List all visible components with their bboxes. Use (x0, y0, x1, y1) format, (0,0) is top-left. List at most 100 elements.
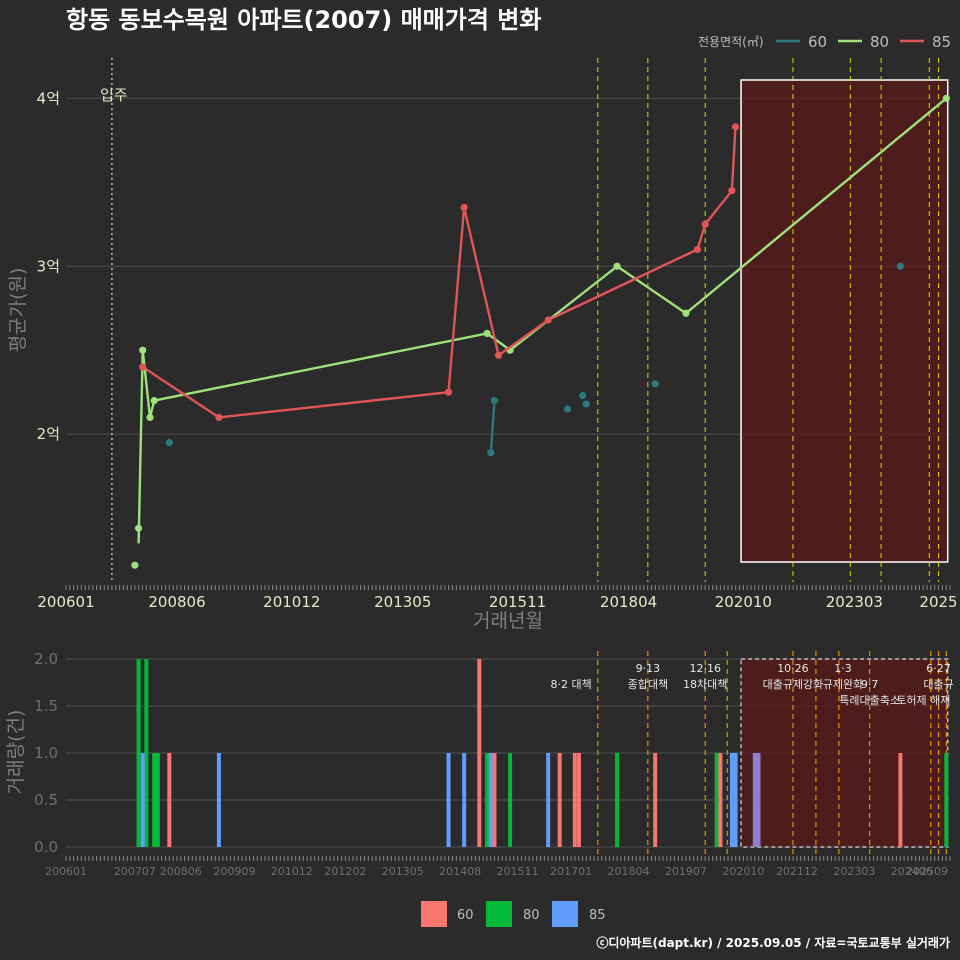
legend-label-60: 60 (808, 33, 827, 51)
price-x-tick-label: 202303 (826, 593, 883, 611)
legend-title: 전용면적(㎡) (698, 35, 764, 49)
volume-y-tick-label: 1.0 (34, 744, 58, 762)
volume-y-tick-label: 0.0 (34, 838, 58, 856)
volume-bar-mix (756, 753, 761, 847)
volume-bar-80 (508, 753, 513, 847)
volume-bar-60 (557, 753, 562, 847)
data-point-60 (165, 439, 173, 447)
volume-bar-85 (733, 753, 738, 847)
volume-bar-85 (462, 753, 467, 847)
legend-label-80: 80 (870, 33, 889, 51)
line-legend: 전용면적(㎡) 60 80 85 (698, 33, 951, 51)
data-point-85 (693, 245, 702, 254)
volume-bar-60 (653, 753, 658, 847)
volume-x-tick-label: 201701 (550, 865, 592, 878)
data-point-85 (460, 203, 468, 212)
volume-bar-85 (488, 753, 493, 847)
volume-bar-60 (572, 753, 577, 847)
volume-x-tick-label: 200806 (160, 865, 202, 878)
bar-legend-swatch-60 (421, 901, 447, 927)
volume-highlight-box (740, 658, 949, 848)
volume-bar-80 (136, 659, 141, 847)
data-point-60 (896, 262, 905, 270)
volume-bar-80 (714, 753, 719, 847)
volume-bar-80 (944, 753, 949, 847)
volume-chart-highlight (740, 658, 949, 848)
volume-x-tick-label: 202303 (833, 865, 875, 878)
volume-bar-60 (167, 753, 172, 847)
volume-x-tick-label: 200707 (114, 865, 156, 878)
price-chart-x-axis: 200601 200806 201012 201305 201511 201804 2020… (37, 585, 958, 611)
data-point-80 (134, 524, 143, 532)
data-point-80 (613, 262, 621, 270)
volume-y-axis-title: 거래량(건) (5, 710, 27, 795)
policy-annotation: 토허제 해제 (896, 693, 950, 707)
policy-annotation: 18차대책 (683, 678, 727, 691)
policy-annotation: 대출규제강화 (763, 678, 824, 691)
chart-title: 항동 동보수목원 아파트(2007) 매매가격 변화 (66, 6, 541, 34)
policy-annotation: 10·26 (777, 662, 809, 675)
volume-y-tick-label: 2.0 (34, 650, 58, 668)
data-point-60 (579, 391, 587, 400)
data-point-85 (701, 220, 709, 228)
data-point-80 (150, 397, 158, 405)
bar-legend-swatch-85 (552, 901, 578, 927)
price-x-tick-label: 201804 (600, 593, 657, 611)
data-point-85 (139, 363, 147, 371)
volume-chart-annotations: 8·2 대책 9·13 종합대책 12·16 18차대책 10·26 대출규제강화 1·3 규제… (551, 662, 954, 707)
volume-chart-x-axis: 200601 200707 200806 200909 201012 201202 2013… (45, 856, 951, 878)
footer-credit: ⓒ디아파트(dapt.kr) / 2025.09.05 / 자료=국토교통부 실… (596, 935, 950, 950)
volume-bar-60 (576, 753, 581, 847)
data-point-80 (131, 561, 139, 569)
price-y-tick-label: 2억 (37, 425, 60, 443)
data-point-60 (490, 397, 499, 405)
volume-bar-80 (155, 753, 160, 847)
volume-bar-60 (898, 753, 903, 847)
volume-bar-85 (140, 753, 145, 847)
data-point-85 (494, 351, 503, 359)
volume-y-tick-label: 0.5 (34, 791, 58, 809)
volume-x-tick-label: 200909 (214, 865, 256, 878)
data-point-80 (682, 309, 690, 317)
data-point-85 (544, 316, 552, 324)
price-x-tick-label: 202010 (715, 593, 772, 611)
policy-annotation: 9·13 (636, 662, 661, 675)
volume-bar-85 (216, 753, 221, 847)
volume-x-tick-label: 202406 (891, 865, 933, 878)
legend-label-85: 85 (932, 33, 951, 51)
volume-bar-60 (718, 753, 723, 847)
volume-chart-y-axis: 0.0 0.5 1.0 1.5 2.0 (34, 650, 58, 856)
data-point-80 (139, 346, 147, 354)
volume-x-tick-label: 201202 (324, 865, 366, 878)
volume-x-tick-label: 202509 (906, 865, 948, 878)
policy-annotation: 특례대출축소 (839, 694, 900, 707)
volume-x-tick-label: 201511 (497, 865, 539, 878)
policy-annotation: 9·7 (861, 678, 879, 691)
policy-annotation: 규제완화 (823, 678, 863, 691)
series-line-85 (142, 126, 737, 419)
data-point-85 (215, 413, 223, 422)
volume-bar-85 (729, 753, 734, 847)
volume-x-tick-label: 201408 (439, 865, 481, 878)
bar-legend-label-85: 85 (589, 908, 606, 923)
price-x-tick-label: 201012 (263, 593, 320, 611)
volume-bar-80 (485, 753, 490, 847)
volume-x-tick-label: 201804 (608, 865, 650, 878)
volume-bar-60 (492, 753, 497, 847)
data-point-60 (487, 449, 495, 457)
price-x-tick-label: 201511 (489, 593, 546, 611)
data-point-85 (444, 388, 453, 396)
volume-x-tick-label: 201305 (382, 865, 424, 878)
volume-bar-mix (752, 753, 757, 847)
policy-annotation: 8·2 대책 (551, 678, 592, 691)
price-chart-y-axis: 2억 3억 4억 (37, 89, 60, 443)
policy-annotation: 대출규 (923, 678, 953, 691)
price-x-axis-title: 거래년월 (473, 610, 543, 632)
policy-annotation: 종합대책 (628, 678, 668, 691)
price-chart-highlight (740, 79, 949, 563)
price-chart-series (131, 94, 950, 569)
data-point-60 (563, 405, 572, 413)
bar-legend: 60 80 85 (421, 901, 606, 927)
